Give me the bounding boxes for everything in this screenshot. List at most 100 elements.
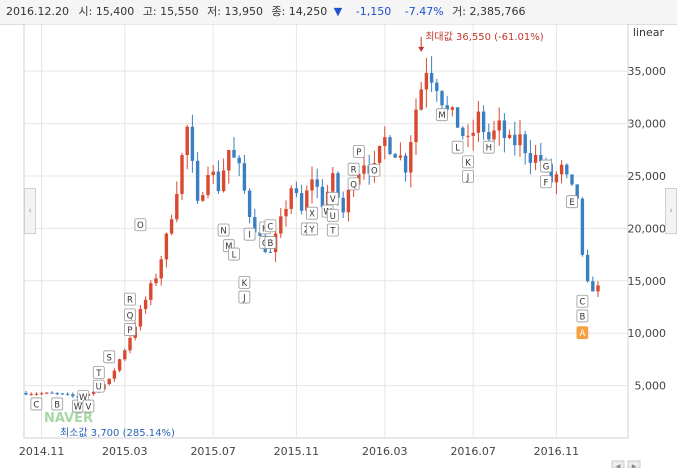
event-badge-box bbox=[462, 155, 474, 169]
event-badge[interactable]: Q bbox=[347, 177, 360, 191]
candle-body bbox=[201, 195, 205, 201]
event-badge-box bbox=[306, 222, 318, 236]
event-badge-box bbox=[566, 195, 578, 209]
right-collapse-handle[interactable]: › bbox=[665, 188, 677, 234]
event-badge[interactable]: N bbox=[217, 223, 230, 237]
event-badge[interactable]: J bbox=[238, 290, 251, 304]
event-badge[interactable]: P bbox=[124, 323, 136, 337]
event-badge[interactable]: X bbox=[306, 206, 318, 220]
event-badge-label: J bbox=[242, 294, 246, 304]
event-badge[interactable]: R bbox=[347, 162, 360, 176]
event-badge[interactable]: C bbox=[264, 219, 277, 233]
event-badge[interactable]: B bbox=[264, 236, 277, 250]
candle-body bbox=[424, 72, 429, 90]
event-badge-label: K bbox=[242, 279, 248, 289]
event-badge[interactable]: B bbox=[51, 397, 64, 411]
left-collapse-handle[interactable]: ‹ bbox=[24, 188, 36, 234]
event-badge[interactable]: G bbox=[540, 159, 552, 173]
event-badge[interactable]: I bbox=[243, 227, 256, 241]
event-badge-label: H bbox=[486, 144, 492, 154]
event-badge[interactable]: A bbox=[576, 326, 589, 340]
candle-body bbox=[60, 393, 65, 395]
x-tick-label: 2014.11 bbox=[19, 445, 65, 458]
event-badge-label: U bbox=[96, 383, 102, 393]
event-badge[interactable]: J bbox=[462, 170, 474, 184]
event-badge-label: E bbox=[569, 198, 574, 208]
candle-body bbox=[580, 198, 585, 255]
event-badge[interactable]: S bbox=[103, 350, 116, 364]
candle-body bbox=[481, 111, 486, 133]
event-badge[interactable]: M bbox=[436, 108, 448, 122]
candle-body bbox=[440, 91, 444, 106]
y-tick-label: 20,000 bbox=[628, 222, 667, 235]
event-badge[interactable]: P bbox=[352, 144, 365, 158]
event-badge-box bbox=[576, 294, 589, 308]
event-badge[interactable]: V bbox=[82, 399, 95, 413]
event-badge-label: J bbox=[466, 173, 470, 183]
event-badge[interactable]: E bbox=[566, 195, 578, 209]
event-badge[interactable]: T bbox=[326, 223, 339, 237]
candle-body bbox=[195, 160, 200, 201]
event-badge[interactable]: T bbox=[92, 366, 105, 380]
candle-body bbox=[565, 164, 569, 175]
event-badge[interactable]: L bbox=[228, 247, 240, 261]
event-badge[interactable]: Q bbox=[124, 308, 136, 322]
info-volume-label: 거: bbox=[452, 5, 466, 18]
event-badge[interactable]: U bbox=[326, 208, 339, 222]
candle-body bbox=[507, 134, 512, 138]
event-badge-label: W bbox=[79, 393, 88, 403]
event-badge[interactable]: B bbox=[576, 309, 589, 323]
event-badge-label: O bbox=[137, 221, 144, 231]
candle-body bbox=[159, 259, 163, 279]
candle-body bbox=[575, 184, 579, 199]
x-tick-label: 2015.07 bbox=[190, 445, 236, 458]
event-badge-box bbox=[228, 247, 240, 261]
event-badge[interactable]: F bbox=[540, 175, 552, 189]
scale-label: linear bbox=[633, 26, 665, 39]
candle-body bbox=[169, 219, 174, 234]
candlestick-chart[interactable]: 5,000 10,000 15,000 20,000 25,000 30,000 35,00… bbox=[0, 23, 677, 470]
candle-body bbox=[502, 120, 507, 138]
info-change: -1,150 bbox=[355, 5, 392, 18]
candle-body bbox=[237, 157, 241, 164]
event-badge[interactable]: W bbox=[77, 390, 90, 404]
candle-body bbox=[65, 393, 70, 395]
candle-body bbox=[315, 179, 319, 187]
candle-body bbox=[377, 145, 382, 163]
event-badge[interactable]: K bbox=[462, 155, 474, 169]
event-badge-box bbox=[347, 162, 360, 176]
info-close-label: 종: bbox=[271, 5, 286, 18]
event-badge[interactable]: C bbox=[576, 294, 589, 308]
candle-body bbox=[497, 120, 501, 131]
y-tick-label: 15,000 bbox=[628, 275, 667, 288]
event-badge[interactable]: L bbox=[451, 140, 464, 154]
candle-body bbox=[492, 130, 496, 140]
candle-body bbox=[279, 216, 283, 234]
event-badge[interactable]: R bbox=[124, 292, 136, 306]
event-badge[interactable]: O bbox=[368, 163, 381, 177]
chart-area[interactable]: 5,000 10,000 15,000 20,000 25,000 30,000 35,00… bbox=[0, 23, 677, 470]
event-badge[interactable]: C bbox=[30, 397, 43, 411]
event-badge[interactable]: V bbox=[326, 192, 339, 206]
event-badge-label: K bbox=[465, 158, 471, 168]
event-badge[interactable]: Y bbox=[306, 222, 318, 236]
event-badge-box bbox=[462, 170, 474, 183]
candle-body bbox=[559, 164, 564, 175]
info-date: 2016.12.20 bbox=[6, 5, 69, 18]
event-badge-label: V bbox=[330, 195, 336, 205]
event-badge-box bbox=[326, 192, 339, 205]
event-badge[interactable]: U bbox=[92, 379, 105, 393]
event-badge-label: Q bbox=[127, 311, 134, 321]
event-badge[interactable]: K bbox=[238, 275, 251, 289]
event-badge[interactable]: H bbox=[482, 140, 495, 154]
event-badge-label: P bbox=[356, 148, 361, 158]
x-tick-label: 2015.11 bbox=[274, 445, 320, 458]
candle-body bbox=[143, 299, 148, 310]
event-badge-box bbox=[30, 397, 43, 411]
annotations-group: CBWWVUTSPQRONMLIKJHCGBXZYWVUTRPQOMLHKJGF… bbox=[30, 108, 589, 413]
candle-body bbox=[414, 109, 418, 143]
event-badge-label: V bbox=[85, 403, 91, 413]
event-badge-box bbox=[482, 140, 495, 154]
event-badge-label: W bbox=[74, 403, 83, 413]
event-badge[interactable]: O bbox=[134, 218, 147, 232]
